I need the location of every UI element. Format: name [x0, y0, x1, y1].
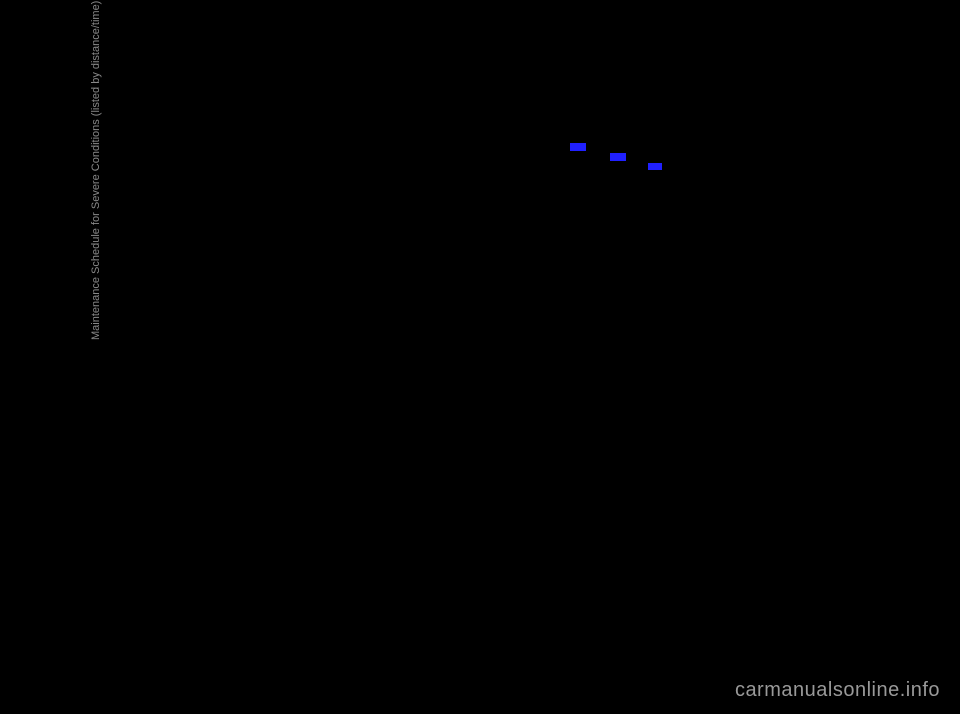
page-ref-mark-1 — [570, 143, 586, 151]
watermark-text: carmanualsonline.info — [735, 679, 940, 702]
page-ref-mark-3 — [648, 163, 662, 170]
vertical-page-label: Maintenance Schedule for Severe Conditio… — [90, 1, 102, 340]
page-ref-mark-2 — [610, 153, 626, 161]
